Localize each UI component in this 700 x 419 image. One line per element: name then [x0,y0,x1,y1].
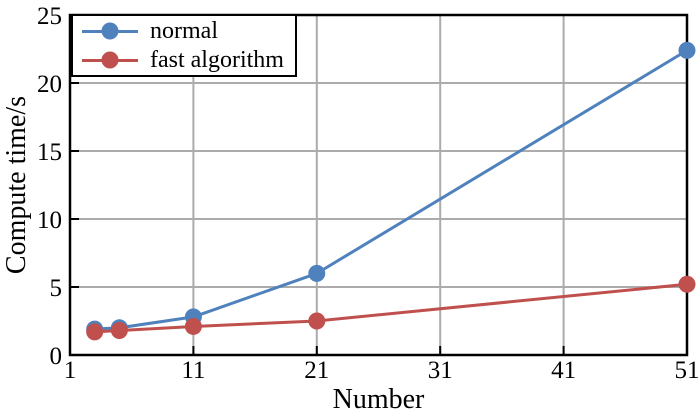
legend-item-fast-algorithm: fast algorithm [73,46,295,75]
x-tick-label: 21 [304,357,329,384]
series-marker-1 [110,322,128,340]
legend-dot-swatch [101,51,119,69]
series-marker-1 [678,275,696,293]
legend: normal fast algorithm [71,14,297,77]
legend-item-normal: normal [73,17,295,46]
x-tick-label: 1 [64,357,77,384]
x-axis-label: Number [332,384,425,415]
y-tick-label: 15 [37,139,62,166]
legend-label-normal: normal [150,18,218,44]
legend-label-fast-algorithm: fast algorithm [150,47,284,73]
series-marker-0 [678,41,696,59]
x-tick-label: 51 [675,357,700,384]
y-tick-label: 5 [50,275,63,302]
y-tick-label: 0 [50,343,63,370]
plot-border [68,13,689,357]
legend-marker-fast-algorithm-icon [82,51,138,69]
y-tick-label: 25 [37,3,62,30]
y-axis-label: Compute time/s [1,95,32,275]
y-tick-label: 10 [37,207,62,234]
legend-dot-swatch [101,22,119,40]
y-tick-label: 20 [37,71,62,98]
x-tick-label: 31 [428,357,453,384]
series-marker-1 [308,312,326,330]
legend-marker-normal-icon [82,22,138,40]
series-line-1 [94,282,688,334]
series-marker-0 [308,264,326,282]
x-tick-label: 11 [181,357,205,384]
series-marker-1 [184,317,202,335]
series-marker-1 [86,323,104,341]
x-tick-label: 41 [551,357,576,384]
